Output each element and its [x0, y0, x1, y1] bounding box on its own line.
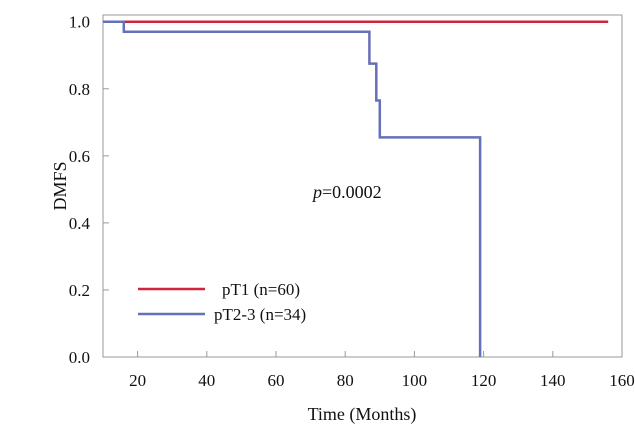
p-value-italic: p: [311, 182, 322, 202]
x-tick-label-20: 20: [129, 371, 146, 390]
x-axis-ticks: 20 40 60 80 100 120 140 160: [129, 351, 635, 390]
x-tick-label-60: 60: [268, 371, 285, 390]
p-value-annotation: p=0.0002: [311, 182, 382, 202]
x-tick-label-120: 120: [471, 371, 497, 390]
legend: pT1 (n=60) pT2-3 (n=34): [138, 280, 306, 324]
y-axis-title: DMFS: [50, 161, 70, 210]
y-tick-label-0: 0.0: [69, 348, 90, 367]
y-tick-label-1: 0.2: [69, 281, 90, 300]
legend-label-pT1: pT1 (n=60): [222, 280, 300, 299]
x-tick-label-140: 140: [540, 371, 566, 390]
x-axis-title: Time (Months): [308, 404, 417, 425]
y-axis-ticks: 0.0 0.2 0.4 0.6 0.8 1.0: [69, 13, 109, 367]
p-value-text: =0.0002: [322, 182, 382, 202]
y-tick-label-4: 0.8: [69, 80, 90, 99]
plot-frame: [102, 14, 623, 358]
y-tick-label-3: 0.6: [69, 147, 90, 166]
y-tick-label-2: 0.4: [69, 214, 91, 233]
x-tick-label-40: 40: [198, 371, 215, 390]
y-tick-label-5: 1.0: [69, 13, 90, 32]
x-tick-label-100: 100: [402, 371, 428, 390]
series-layer: [103, 20, 609, 357]
series-line-1: [103, 20, 482, 357]
legend-label-pT2-3: pT2-3 (n=34): [214, 305, 306, 324]
x-tick-label-80: 80: [337, 371, 354, 390]
x-tick-label-160: 160: [609, 371, 635, 390]
